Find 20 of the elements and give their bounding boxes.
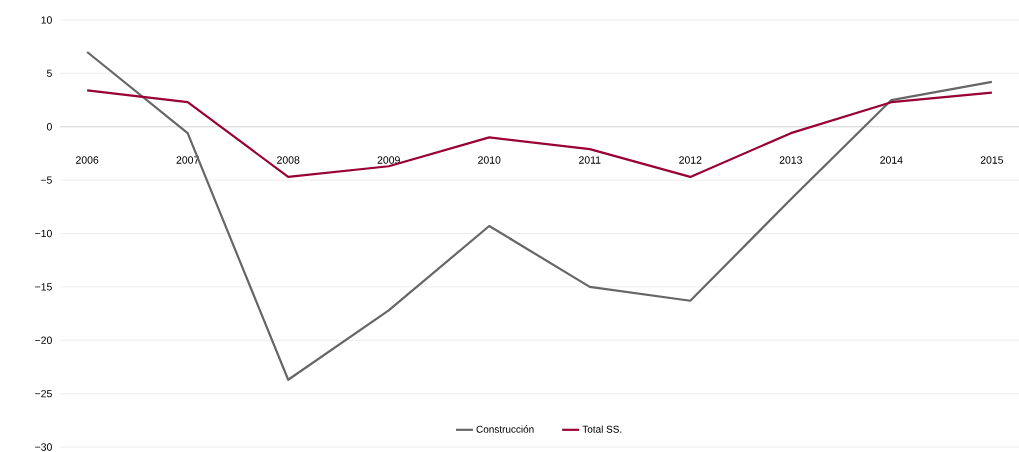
y-tick-label: −25 — [35, 389, 52, 398]
y-tick-label: 5 — [46, 69, 52, 78]
x-tick-label: 2014 — [880, 156, 903, 164]
y-tick-label: 0 — [46, 123, 52, 131]
y-tick-label: −20 — [35, 336, 52, 344]
y-tick-label: −15 — [35, 283, 52, 291]
y-tick-label: 10 — [41, 16, 52, 24]
x-tick-label: 2008 — [277, 156, 300, 164]
y-tick-label: −10 — [35, 229, 52, 238]
legend-label: Total SS. — [582, 425, 622, 433]
x-tick-label: 2006 — [76, 156, 99, 164]
x-tick-label: 2015 — [980, 156, 1004, 164]
x-tick-label: 2009 — [377, 156, 400, 164]
x-tick-label: 2011 — [579, 156, 601, 164]
x-tick-label: 2012 — [679, 156, 702, 164]
x-tick-label: 2010 — [478, 156, 501, 164]
x-tick-label: 2013 — [779, 156, 802, 164]
legend-label: Construcción — [476, 425, 534, 433]
y-tick-label: −30 — [35, 443, 52, 451]
y-tick-label: −5 — [40, 176, 52, 184]
